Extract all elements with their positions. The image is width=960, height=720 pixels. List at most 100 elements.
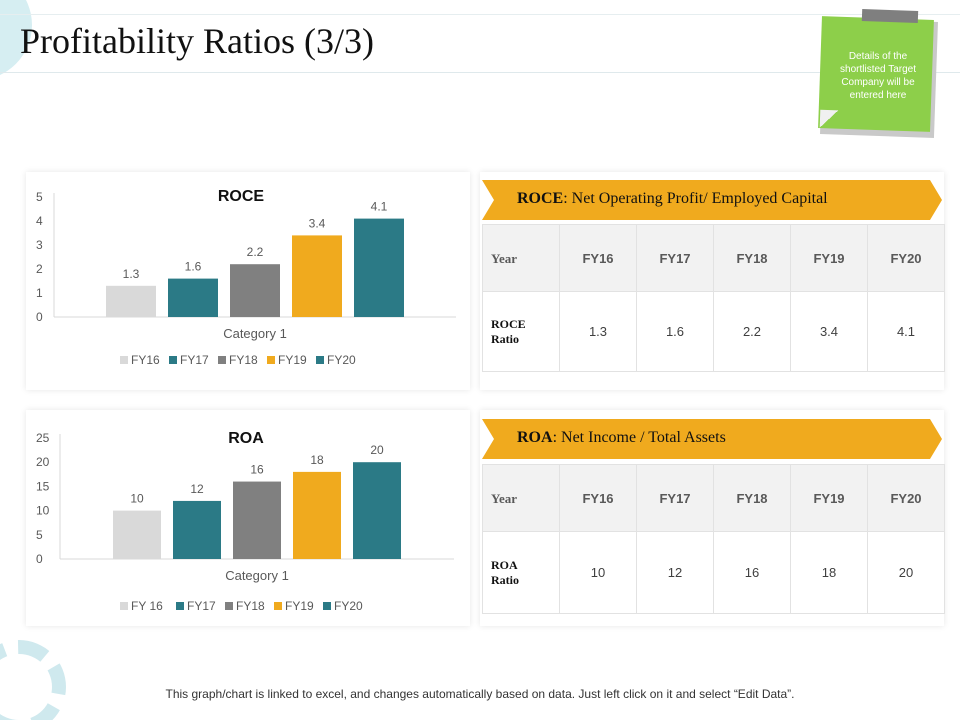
sticky-note-text: Details of the shortlisted Target Compan… <box>840 51 916 101</box>
roce-y-tick-label: 1 <box>36 286 43 300</box>
roce-y-tick-label: 2 <box>36 262 43 276</box>
roa-header-year: FY17 <box>636 464 714 532</box>
roce-bar-fy19[interactable] <box>292 235 342 317</box>
roa-data-label: 20 <box>370 443 384 457</box>
roce-header-year: FY18 <box>713 224 791 292</box>
roce-table: Year FY16 FY17 FY18 FY19 FY20 ROCE Ratio … <box>482 224 945 372</box>
header-divider <box>0 72 960 73</box>
roce-formula-banner: ROCE: Net Operating Profit/ Employed Cap… <box>482 180 942 220</box>
roa-data-label: 10 <box>130 492 144 506</box>
roce-banner-text: ROCE: Net Operating Profit/ Employed Cap… <box>517 190 828 208</box>
roce-legend-label: FY16 <box>131 353 160 367</box>
roa-legend-swatch <box>274 602 282 610</box>
roce-legend-label: FY17 <box>180 353 209 367</box>
roce-category-label: Category 1 <box>223 326 287 341</box>
roa-row-label-line2: Ratio <box>491 572 519 587</box>
roce-banner-bold: ROCE <box>517 190 564 207</box>
roce-value-cell: 2.2 <box>713 291 791 372</box>
roa-table-value-row: ROA Ratio 10 12 16 18 20 <box>482 531 945 614</box>
roce-data-label: 4.1 <box>371 200 388 214</box>
roce-banner-formula: : Net Operating Profit/ Employed Capital <box>563 190 828 207</box>
roa-y-tick-label: 10 <box>36 504 50 518</box>
roce-value-cell: 1.3 <box>559 291 637 372</box>
roce-value-cell: 4.1 <box>867 291 945 372</box>
roce-legend-swatch <box>218 356 226 364</box>
roa-bar-fy18[interactable] <box>233 481 281 559</box>
roa-legend-swatch <box>176 602 184 610</box>
roce-chart-panel[interactable]: ROCE 0 1 2 3 4 5 1.3 1.6 2.2 3.4 4.1 Category 1 FY16 F… <box>26 172 470 390</box>
roa-value-cell: 18 <box>790 531 868 614</box>
roce-banner-shape <box>482 180 942 220</box>
roa-data-label: 18 <box>310 453 324 467</box>
roce-chart-title: ROCE <box>218 188 265 205</box>
roce-y-tick-label: 4 <box>36 214 43 228</box>
roa-table-panel: ROA: Net Income / Total Assets Year FY16… <box>480 410 945 626</box>
roa-header-year: FY16 <box>559 464 637 532</box>
footer-note: This graph/chart is linked to excel, and… <box>165 687 795 701</box>
roce-row-label-line1: ROCE <box>491 316 526 331</box>
roa-chart-panel[interactable]: ROA 0 5 10 15 20 25 10 12 16 18 20 Category 1 FY 16 FY… <box>26 410 470 626</box>
roce-row-label: ROCE Ratio <box>482 291 560 372</box>
roce-bar-fy16[interactable] <box>106 285 156 317</box>
roce-table-header-row: Year FY16 FY17 FY18 FY19 FY20 <box>482 224 945 292</box>
roa-banner-formula: : Net Income / Total Assets <box>552 429 726 446</box>
roce-table-panel: ROCE: Net Operating Profit/ Employed Cap… <box>480 172 945 390</box>
roa-legend-label: FY17 <box>187 599 216 613</box>
roce-header-year: FY19 <box>790 224 868 292</box>
roa-category-label: Category 1 <box>225 568 289 583</box>
roa-legend-label: FY18 <box>236 599 265 613</box>
roa-banner-shape <box>482 419 942 459</box>
roce-header-year-label: Year <box>482 224 560 292</box>
roce-value-cell: 3.4 <box>790 291 868 372</box>
decorative-ring <box>0 640 66 720</box>
roce-legend-label: FY20 <box>327 353 356 367</box>
sticky-note[interactable]: Details of the shortlisted Target Compan… <box>816 9 938 138</box>
roa-banner-bold: ROA <box>517 429 553 446</box>
roce-y-tick-label: 3 <box>36 238 43 252</box>
roa-header-year: FY20 <box>867 464 945 532</box>
roa-legend-swatch <box>225 602 233 610</box>
roce-table-value-row: ROCE Ratio 1.3 1.6 2.2 3.4 4.1 <box>482 291 945 372</box>
roce-legend-swatch <box>316 356 324 364</box>
roa-formula-banner: ROA: Net Income / Total Assets <box>482 419 942 459</box>
roa-value-cell: 16 <box>713 531 791 614</box>
roa-value-cell: 10 <box>559 531 637 614</box>
roce-bar-fy20[interactable] <box>354 218 404 317</box>
roa-row-label: ROA Ratio <box>482 531 560 614</box>
roa-y-tick-label: 0 <box>36 552 43 566</box>
roce-header-year: FY20 <box>867 224 945 292</box>
roa-bar-fy19[interactable] <box>293 471 341 559</box>
sticky-note-fold <box>819 109 839 129</box>
roa-y-tick-label: 25 <box>36 431 50 445</box>
roce-row-label-line2: Ratio <box>491 331 519 346</box>
roce-y-tick-label: 0 <box>36 310 43 324</box>
roa-bar-fy17[interactable] <box>173 500 221 559</box>
roa-value-cell: 12 <box>636 531 714 614</box>
roa-data-label: 16 <box>250 463 264 477</box>
roa-y-tick-label: 5 <box>36 528 43 542</box>
roce-legend-swatch <box>169 356 177 364</box>
roa-chart-title: ROA <box>228 430 264 447</box>
page-title: Profitability Ratios (3/3) <box>20 21 374 61</box>
roa-bar-fy16[interactable] <box>113 510 161 559</box>
roce-bar-fy17[interactable] <box>168 278 218 317</box>
sticky-note-tape <box>861 9 919 23</box>
roa-value-cell: 20 <box>867 531 945 614</box>
roa-legend-label: FY20 <box>334 599 363 613</box>
roce-header-year: FY17 <box>636 224 714 292</box>
roa-banner-text: ROA: Net Income / Total Assets <box>517 429 726 447</box>
roce-value-cell: 1.6 <box>636 291 714 372</box>
roa-header-year: FY18 <box>713 464 791 532</box>
roa-bar-fy20[interactable] <box>353 462 401 559</box>
roce-data-label: 1.3 <box>123 267 140 281</box>
roa-legend-swatch <box>323 602 331 610</box>
roce-legend-label: FY19 <box>278 353 307 367</box>
roce-chart: ROCE 0 1 2 3 4 5 1.3 1.6 2.2 3.4 4.1 Category 1 FY16 F… <box>36 188 456 367</box>
roa-data-label: 12 <box>190 482 204 496</box>
roce-bar-fy18[interactable] <box>230 264 280 317</box>
roa-legend-label: FY19 <box>285 599 314 613</box>
roa-y-tick-label: 20 <box>36 455 50 469</box>
roa-legend-swatch <box>120 602 128 610</box>
roa-table-header-row: Year FY16 FY17 FY18 FY19 FY20 <box>482 464 945 532</box>
roce-data-label: 3.4 <box>309 216 326 230</box>
